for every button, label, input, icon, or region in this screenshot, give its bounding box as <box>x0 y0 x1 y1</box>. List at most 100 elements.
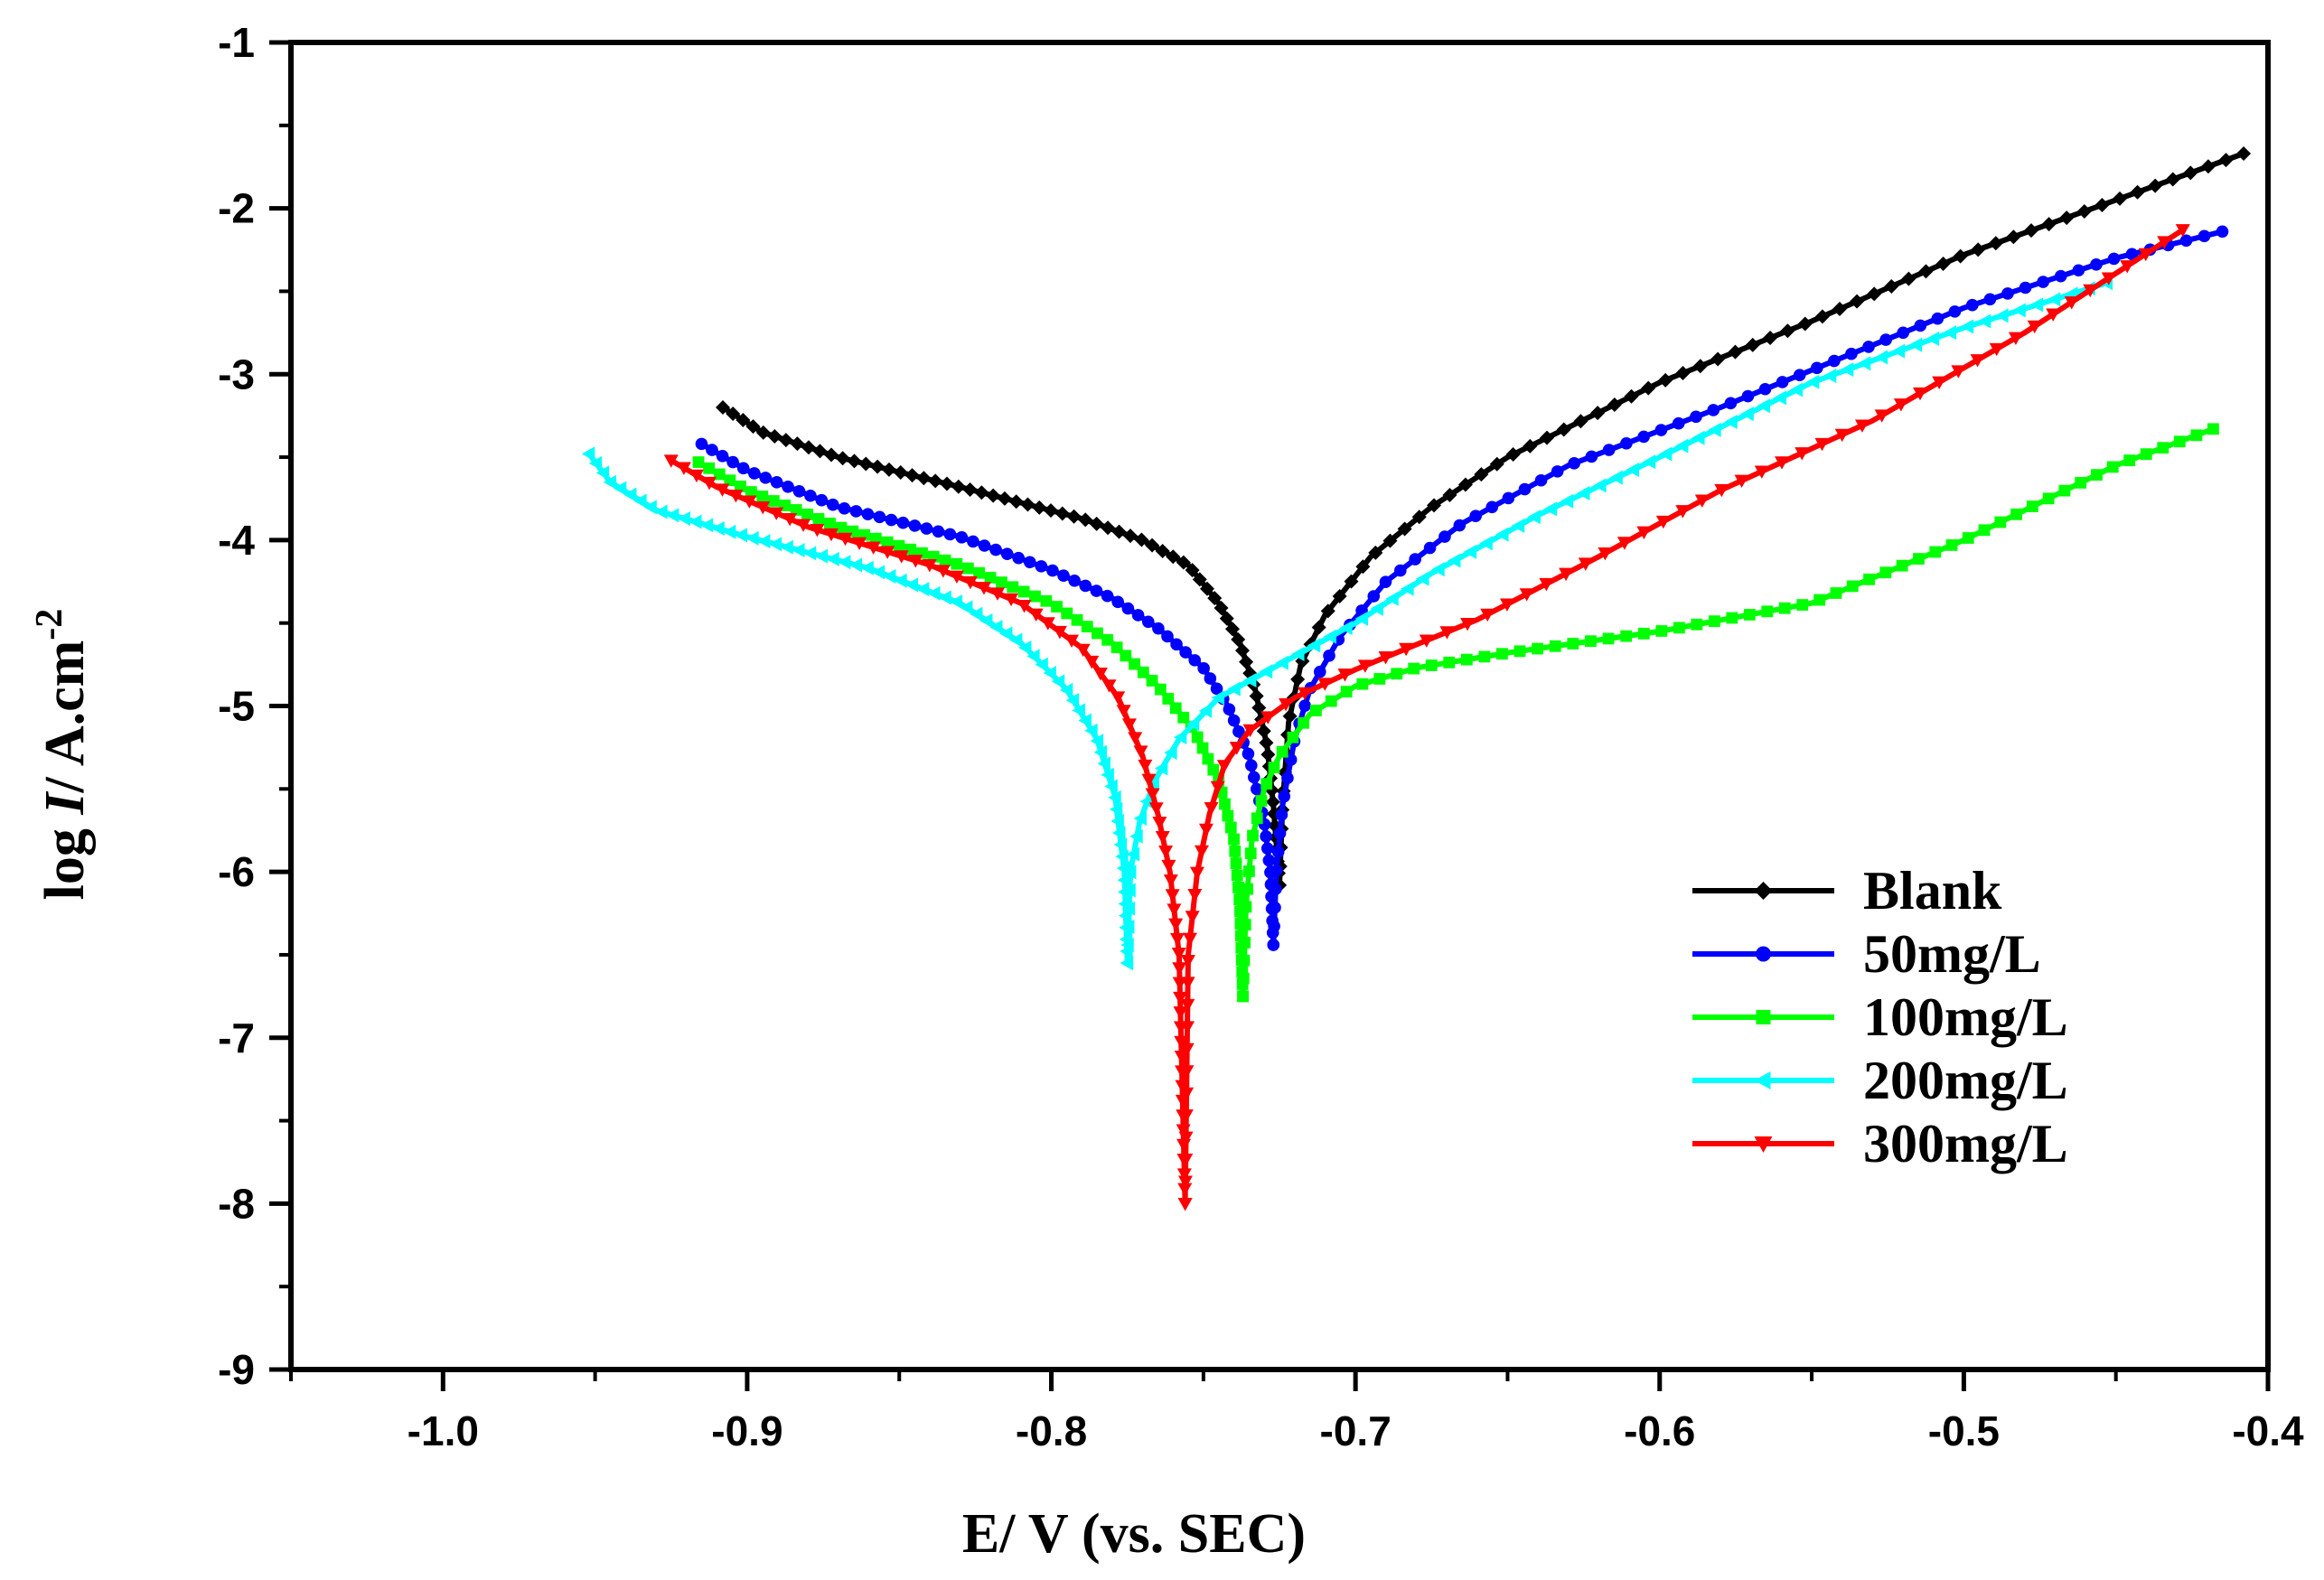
legend-label-100mg-l: 100mg/L <box>1863 987 2068 1047</box>
series-point-300mg-l <box>1694 494 1710 508</box>
series-point-100mg-l <box>1994 516 2007 528</box>
series-point-blank <box>1207 591 1223 606</box>
series-point-blank <box>767 428 782 444</box>
series-point-300mg-l <box>1187 888 1203 902</box>
series-point-50mg-l <box>2125 248 2139 261</box>
series-point-50mg-l <box>770 476 783 489</box>
series-point-100mg-l <box>745 486 757 498</box>
series-point-200mg-l <box>1059 682 1073 697</box>
series-point-100mg-l <box>951 557 963 570</box>
series-point-100mg-l <box>869 532 882 545</box>
series-point-300mg-l <box>1932 376 1947 389</box>
series-point-blank <box>2183 165 2198 181</box>
series-point-50mg-l <box>782 481 794 493</box>
series-point-200mg-l <box>1173 730 1187 745</box>
series-point-100mg-l <box>767 495 780 507</box>
series-point-blank <box>1134 532 1149 547</box>
series-point-300mg-l <box>949 570 964 584</box>
series-point-300mg-l <box>1598 547 1613 561</box>
series-point-blank <box>1265 794 1280 809</box>
series-point-300mg-l <box>1163 874 1178 888</box>
series-point-200mg-l <box>970 606 983 622</box>
series-point-200mg-l <box>1043 666 1057 681</box>
series-point-100mg-l <box>1243 865 1255 877</box>
series-point-50mg-l <box>920 522 933 535</box>
series-point-50mg-l <box>2037 276 2049 288</box>
series-point-50mg-l <box>2072 264 2085 277</box>
series-point-100mg-l <box>1196 742 1209 754</box>
series-point-50mg-l <box>1281 771 1294 785</box>
series-point-50mg-l <box>1948 305 1962 318</box>
series-point-50mg-l <box>1260 842 1274 855</box>
series-point-100mg-l <box>2058 484 2071 497</box>
series-point-50mg-l <box>1023 556 1036 569</box>
series-point-100mg-l <box>1237 972 1250 985</box>
series-point-50mg-l <box>849 505 863 518</box>
series-point-200mg-l <box>2029 297 2044 313</box>
series-point-50mg-l <box>1862 341 1875 353</box>
x-tick-label: -0.5 <box>1928 1407 2000 1454</box>
series-point-50mg-l <box>1423 541 1437 555</box>
series-point-200mg-l <box>1275 655 1289 670</box>
series-point-blank <box>881 462 896 477</box>
series-point-100mg-l <box>1237 990 1250 1003</box>
series-point-50mg-l <box>1079 579 1092 593</box>
series-point-200mg-l <box>603 474 617 490</box>
series-point-200mg-l <box>633 493 647 509</box>
series-point-blank <box>1089 516 1104 531</box>
series-point-300mg-l <box>1559 567 1574 582</box>
series-point-100mg-l <box>2026 500 2038 512</box>
series-point-50mg-l <box>747 467 761 480</box>
series-point-200mg-l <box>1035 657 1048 672</box>
series-point-100mg-l <box>1224 821 1237 834</box>
series-point-300mg-l <box>1182 932 1197 946</box>
series-point-300mg-l <box>1180 954 1195 968</box>
series-point-100mg-l <box>713 468 726 481</box>
series-point-200mg-l <box>665 508 679 523</box>
series-point-50mg-l <box>1227 714 1241 727</box>
x-tick-label: -0.9 <box>711 1407 782 1454</box>
series-point-blank <box>1054 506 1070 521</box>
series-point-300mg-l <box>1179 1087 1195 1101</box>
series-point-100mg-l <box>1602 632 1615 645</box>
series-point-300mg-l <box>796 519 811 532</box>
series-point-200mg-l <box>1139 794 1153 809</box>
series-point-blank <box>1344 574 1359 589</box>
series-point-blank <box>1780 323 1795 339</box>
series-point-100mg-l <box>1276 745 1289 758</box>
series-point-100mg-l <box>1496 648 1508 660</box>
series-point-200mg-l <box>883 569 896 584</box>
series-point-100mg-l <box>1778 602 1791 614</box>
series-point-blank <box>1573 414 1588 429</box>
series-point-300mg-l <box>728 489 744 503</box>
series-point-100mg-l <box>1743 609 1756 621</box>
series-point-200mg-l <box>1072 703 1085 718</box>
series-point-50mg-l <box>1637 430 1650 444</box>
series-point-100mg-l <box>1239 919 1251 931</box>
series-point-200mg-l <box>1960 319 1974 334</box>
series-point-200mg-l <box>1560 493 1574 509</box>
series-point-100mg-l <box>1726 612 1738 624</box>
legend-marker-50mg-l <box>1756 946 1771 962</box>
series-point-50mg-l <box>908 519 922 532</box>
series-point-50mg-l <box>1046 564 1059 577</box>
y-tick-label: -8 <box>218 1180 255 1227</box>
series-point-100mg-l <box>1242 883 1253 895</box>
series-point-blank <box>2076 204 2092 220</box>
series-point-200mg-l <box>1908 337 1923 352</box>
series-point-300mg-l <box>1854 419 1870 433</box>
series-point-50mg-l <box>967 535 979 548</box>
series-point-300mg-l <box>1357 659 1373 673</box>
series-point-blank <box>1505 447 1521 463</box>
series-point-300mg-l <box>1242 724 1258 738</box>
series-point-blank <box>1442 487 1457 502</box>
series-point-blank <box>1259 735 1274 751</box>
series-point-50mg-l <box>716 450 729 463</box>
legend-marker-200mg-l <box>1754 1071 1771 1089</box>
series-point-200mg-l <box>989 620 1003 635</box>
series-point-50mg-l <box>1931 312 1944 325</box>
series-point-200mg-l <box>1354 611 1368 626</box>
series-point-50mg-l <box>1232 725 1245 738</box>
series-point-200mg-l <box>1789 382 1804 397</box>
